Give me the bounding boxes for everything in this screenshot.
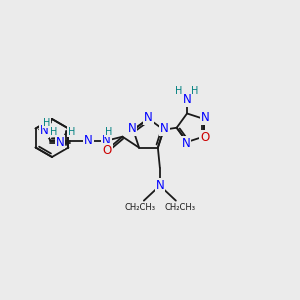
Text: CH₂CH₃: CH₂CH₃ xyxy=(124,203,155,212)
Text: N: N xyxy=(155,179,164,192)
Text: H: H xyxy=(50,127,57,137)
Text: CH₂CH₃: CH₂CH₃ xyxy=(164,203,195,212)
Text: O: O xyxy=(200,131,209,144)
Text: N: N xyxy=(182,136,190,149)
Text: N: N xyxy=(84,134,93,147)
Text: N: N xyxy=(200,111,209,124)
Text: H: H xyxy=(43,118,50,128)
Text: N: N xyxy=(144,111,153,124)
Text: O: O xyxy=(103,144,112,157)
Text: N: N xyxy=(39,124,48,137)
Text: N: N xyxy=(160,122,169,135)
Text: H: H xyxy=(191,86,199,97)
Text: H: H xyxy=(105,127,112,137)
Text: H: H xyxy=(175,86,183,97)
Text: N: N xyxy=(56,136,64,148)
Text: N: N xyxy=(128,122,136,135)
Text: N: N xyxy=(183,93,191,106)
Text: H: H xyxy=(68,127,75,137)
Text: N: N xyxy=(102,134,111,147)
